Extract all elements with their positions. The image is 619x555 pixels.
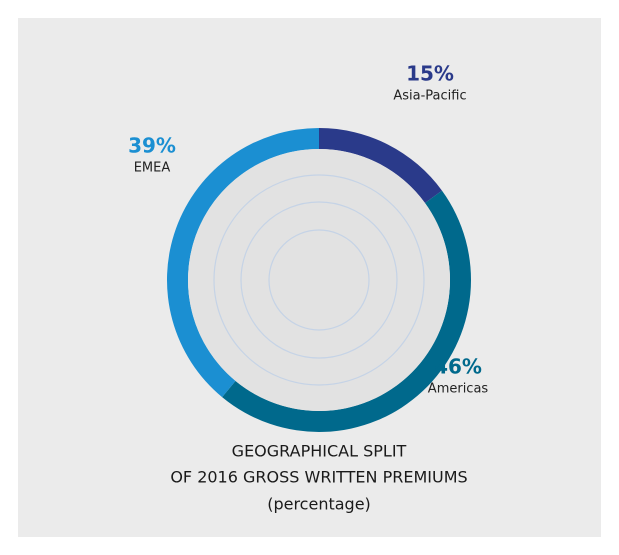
value-label: 46%	[434, 355, 482, 379]
category-label: Asia-Pacific	[393, 89, 466, 104]
value-label: 15%	[406, 62, 454, 86]
chart-title-line: OF 2016 GROSS WRITTEN PREMIUMS	[170, 468, 467, 487]
pie-segment	[319, 128, 442, 204]
pie-segment	[167, 128, 319, 398]
value-label: 39%	[128, 134, 176, 158]
pie-segment	[222, 190, 471, 432]
chart-subtitle: (percentage)	[267, 495, 371, 514]
category-label: Americas	[428, 382, 489, 397]
donut-hole	[188, 149, 450, 411]
category-label: EMEA	[134, 161, 171, 176]
chart-title-line: GEOGRAPHICAL SPLIT	[232, 442, 407, 461]
donut	[167, 128, 471, 432]
labels: 15% Asia-Pacific 46% Americas 39% EMEA	[128, 62, 488, 397]
decor-ring	[240, 201, 398, 359]
decor-ring	[213, 174, 425, 386]
decor-ring	[268, 229, 370, 331]
